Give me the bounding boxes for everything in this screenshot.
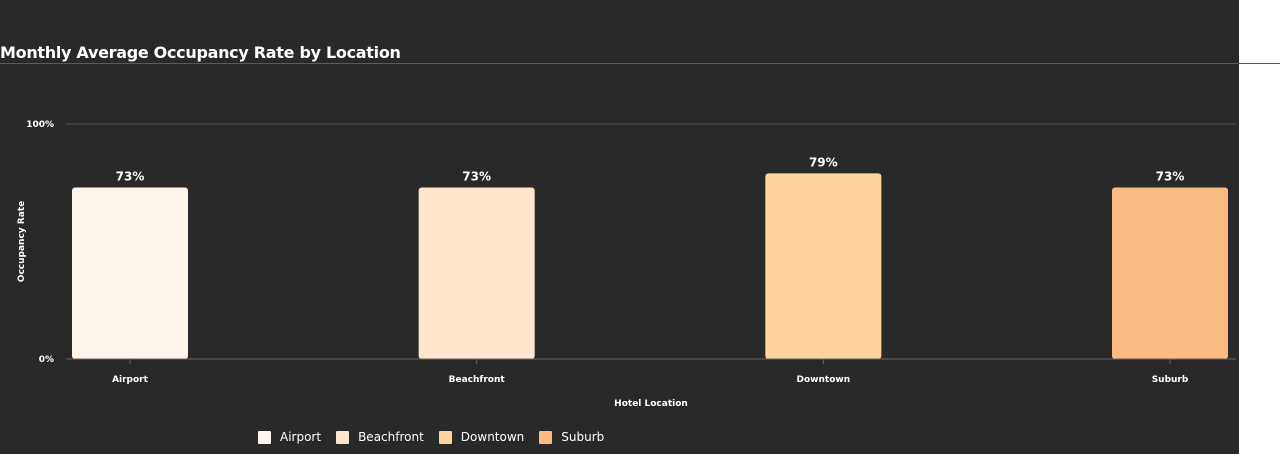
y-tick-label: 0% <box>39 355 54 365</box>
legend-label-suburb: Suburb <box>561 430 605 444</box>
title-divider <box>0 63 1280 64</box>
legend-label-airport: Airport <box>280 430 322 444</box>
x-tick-label: Beachfront <box>449 375 506 385</box>
bar <box>765 173 882 359</box>
legend-swatch-beachfront <box>336 430 350 444</box>
legend-swatch-suburb <box>539 430 553 444</box>
bar <box>1112 187 1228 359</box>
legend-item-airport[interactable]: Airport <box>258 430 321 444</box>
legend: Airport Beachfront Downtown Suburb <box>258 430 619 444</box>
legend-item-suburb[interactable]: Suburb <box>539 430 604 444</box>
x-tick-label: Suburb <box>1152 375 1189 385</box>
chart-title: Monthly Average Occupancy Rate by Locati… <box>0 43 401 62</box>
y-tick-label: 100% <box>26 120 54 130</box>
bar <box>418 187 535 359</box>
data-label: 73% <box>462 169 491 183</box>
legend-swatch-downtown <box>438 430 452 444</box>
legend-item-downtown[interactable]: Downtown <box>438 430 525 444</box>
data-label: 73% <box>116 169 145 183</box>
bar <box>72 187 188 359</box>
legend-label-downtown: Downtown <box>460 430 525 444</box>
legend-label-beachfront: Beachfront <box>358 430 424 444</box>
chart-panel <box>0 0 1239 454</box>
data-label: 73% <box>1156 169 1185 183</box>
x-tick-label: Downtown <box>797 375 851 385</box>
x-axis-label: Hotel Location <box>614 399 688 409</box>
legend-swatch-airport <box>258 430 271 444</box>
legend-item-beachfront[interactable]: Beachfront <box>336 430 424 444</box>
data-label: 79% <box>809 155 838 169</box>
y-axis-label: Occupancy Rate <box>17 201 27 282</box>
x-tick-label: Airport <box>112 375 149 385</box>
